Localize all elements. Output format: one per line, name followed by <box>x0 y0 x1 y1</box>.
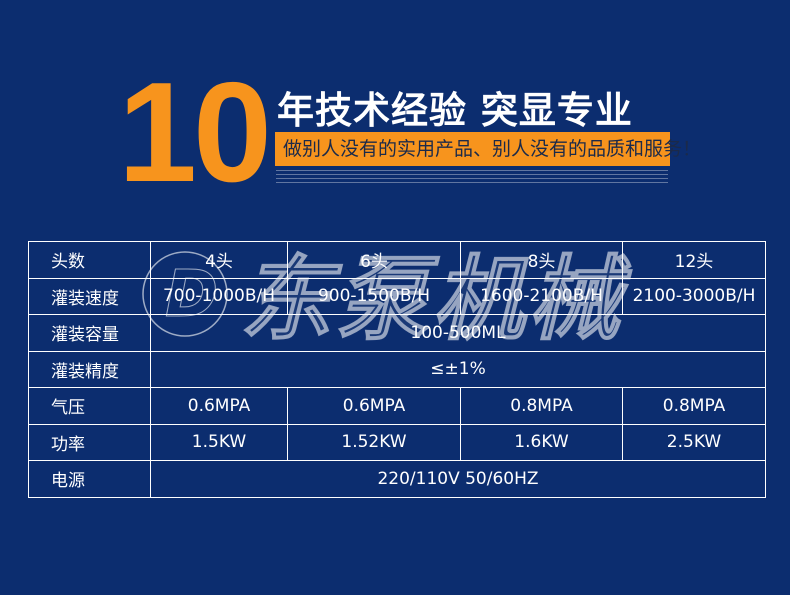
cell: 220/110V 50/60HZ <box>150 460 766 498</box>
cell: 4头 <box>150 241 288 279</box>
headline: 年技术经验 突显专业 <box>277 89 633 132</box>
cell: 2.5KW <box>622 423 766 461</box>
table-row: 灌装精度 ≤±1% <box>28 350 766 388</box>
cell: 0.6MPA <box>150 387 288 425</box>
table-row: 灌装容量 100-500ML <box>28 314 766 352</box>
spec-table: 头数 4头 6头 8头 12头 灌装速度 700-1000B/H 900-1500B/H 16… <box>28 241 766 498</box>
cell: ≤±1% <box>150 350 766 388</box>
cell: 12头 <box>622 241 766 279</box>
years-number: 10 <box>118 53 272 212</box>
row-label: 灌装精度 <box>28 350 151 388</box>
cell: 1.5KW <box>150 423 288 461</box>
row-label: 气压 <box>28 387 151 425</box>
cell: 0.8MPA <box>460 387 623 425</box>
table-row: 头数 4头 6头 8头 12头 <box>28 241 766 279</box>
row-label: 头数 <box>28 241 151 279</box>
table-row: 电源 220/110V 50/60HZ <box>28 460 766 498</box>
cell: 0.8MPA <box>622 387 766 425</box>
row-label: 灌装速度 <box>28 277 151 315</box>
slogan-banner: 做别人没有的实用产品、别人没有的品质和服务！ <box>275 132 701 166</box>
cell: 0.6MPA <box>287 387 461 425</box>
table-row: 气压 0.6MPA 0.6MPA 0.8MPA 0.8MPA <box>28 387 766 425</box>
cell: 1.6KW <box>460 423 623 461</box>
table-row: 功率 1.5KW 1.52KW 1.6KW 2.5KW <box>28 423 766 461</box>
cell: 700-1000B/H <box>150 277 288 315</box>
fine-print-decoration <box>276 170 668 184</box>
cell: 1.52KW <box>287 423 461 461</box>
cell: 8头 <box>460 241 623 279</box>
cell: 100-500ML <box>150 314 766 352</box>
cell: 2100-3000B/H <box>622 277 766 315</box>
row-label: 功率 <box>28 423 151 461</box>
cell: 6头 <box>287 241 461 279</box>
cell: 1600-2100B/H <box>460 277 623 315</box>
row-label: 电源 <box>28 460 151 498</box>
row-label: 灌装容量 <box>28 314 151 352</box>
table-row: 灌装速度 700-1000B/H 900-1500B/H 1600-2100B/H 21… <box>28 277 766 315</box>
cell: 900-1500B/H <box>287 277 461 315</box>
